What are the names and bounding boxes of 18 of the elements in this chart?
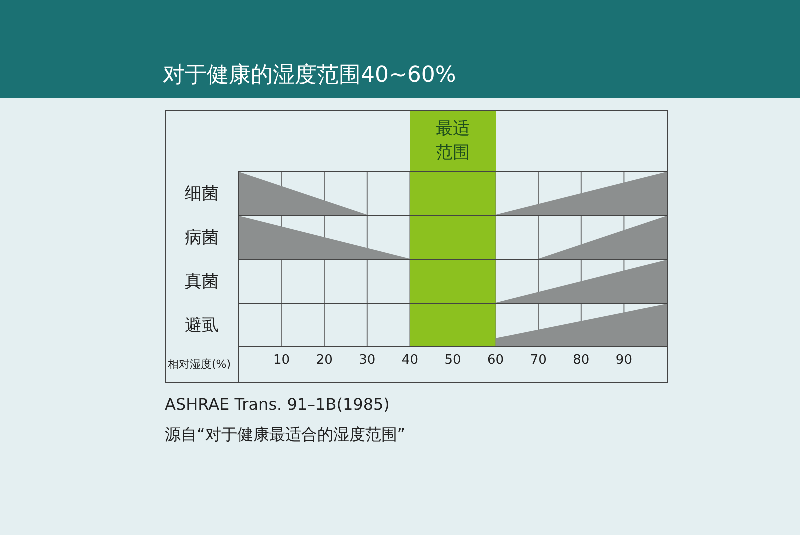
x-axis-title: 相对湿度(%) <box>167 357 232 373</box>
x-tick-label: 50 <box>444 353 462 368</box>
y-axis-title: 病菌 <box>166 216 238 259</box>
x-tick-label: 30 <box>359 353 376 368</box>
x-tick-label: 10 <box>274 353 290 368</box>
x-tick-label: 20 <box>316 353 333 368</box>
chart-title: 对于健康的湿度范围40~60% <box>163 62 456 90</box>
text: ASHRAE Trans. 91–1B(1985) <box>165 395 390 414</box>
text: 源自“对于健康最适合的湿度范围” <box>165 425 406 446</box>
x-tick-label: 90 <box>616 353 632 368</box>
x-tick-label: 80 <box>573 353 590 368</box>
x-tick-label: 60 <box>488 353 504 368</box>
x-tick-label: 40 <box>402 353 418 368</box>
band-label: 最适范围 <box>434 118 471 165</box>
y-axis-title: 真菌 <box>166 260 238 303</box>
x-tick-label: 70 <box>530 353 547 368</box>
y-axis-title: 细菌 <box>166 172 238 215</box>
y-axis-title: 避虱 <box>184 315 220 338</box>
